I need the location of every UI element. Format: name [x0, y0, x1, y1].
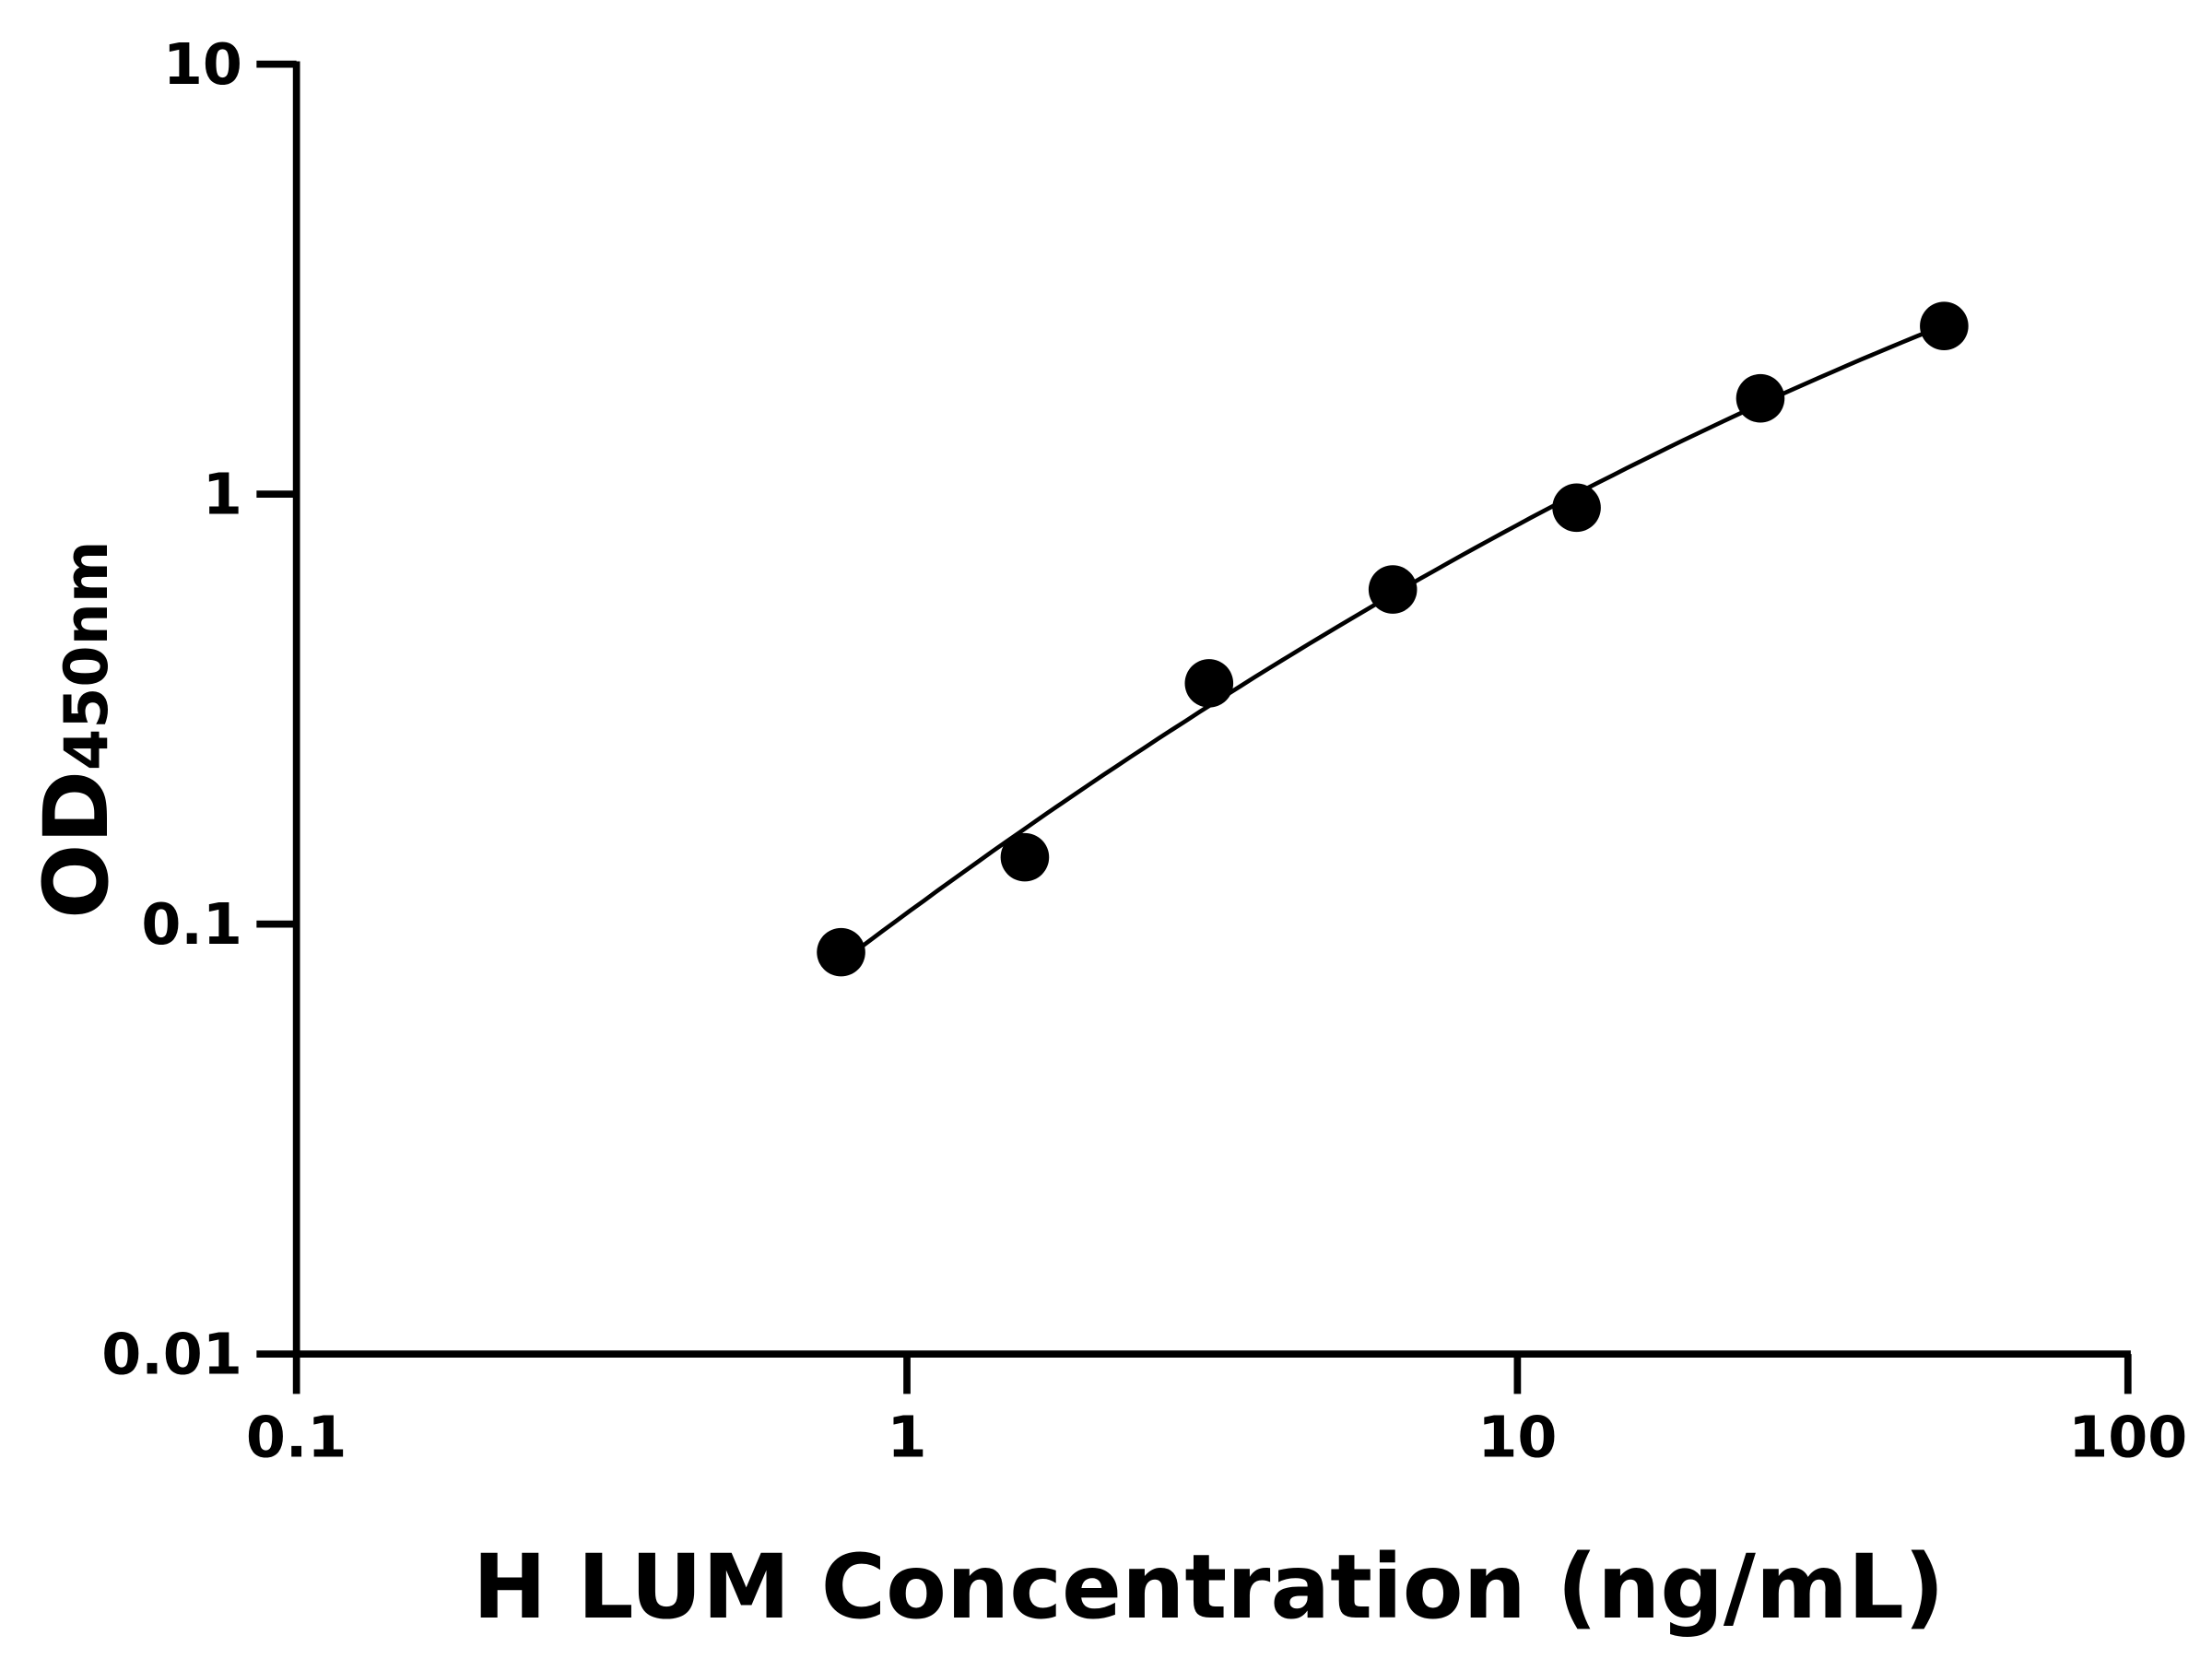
y-tick-label: 10 — [163, 31, 242, 98]
x-tick-label: 1 — [888, 1404, 927, 1470]
data-point — [817, 927, 865, 977]
y-axis-label-main: OD — [25, 771, 128, 919]
data-point — [1368, 565, 1418, 614]
y-tick-label: 0.01 — [101, 1322, 242, 1388]
y-tick-label: 0.1 — [141, 891, 242, 958]
data-point — [1920, 301, 1969, 351]
x-axis-label: H LUM Concentration (ng/mL) — [473, 1535, 1945, 1639]
data-point — [1552, 483, 1601, 533]
y-axis-label-sub: 450nm — [53, 540, 122, 770]
y-tick-label: 1 — [203, 462, 242, 528]
data-point — [1000, 832, 1050, 882]
x-tick-label: 0.1 — [246, 1404, 347, 1470]
x-tick-label: 100 — [2068, 1404, 2187, 1470]
data-point — [1735, 373, 1785, 423]
y-axis-label: OD450nm — [25, 540, 128, 919]
x-tick-label: 10 — [1477, 1404, 1557, 1470]
data-point — [1184, 659, 1234, 708]
